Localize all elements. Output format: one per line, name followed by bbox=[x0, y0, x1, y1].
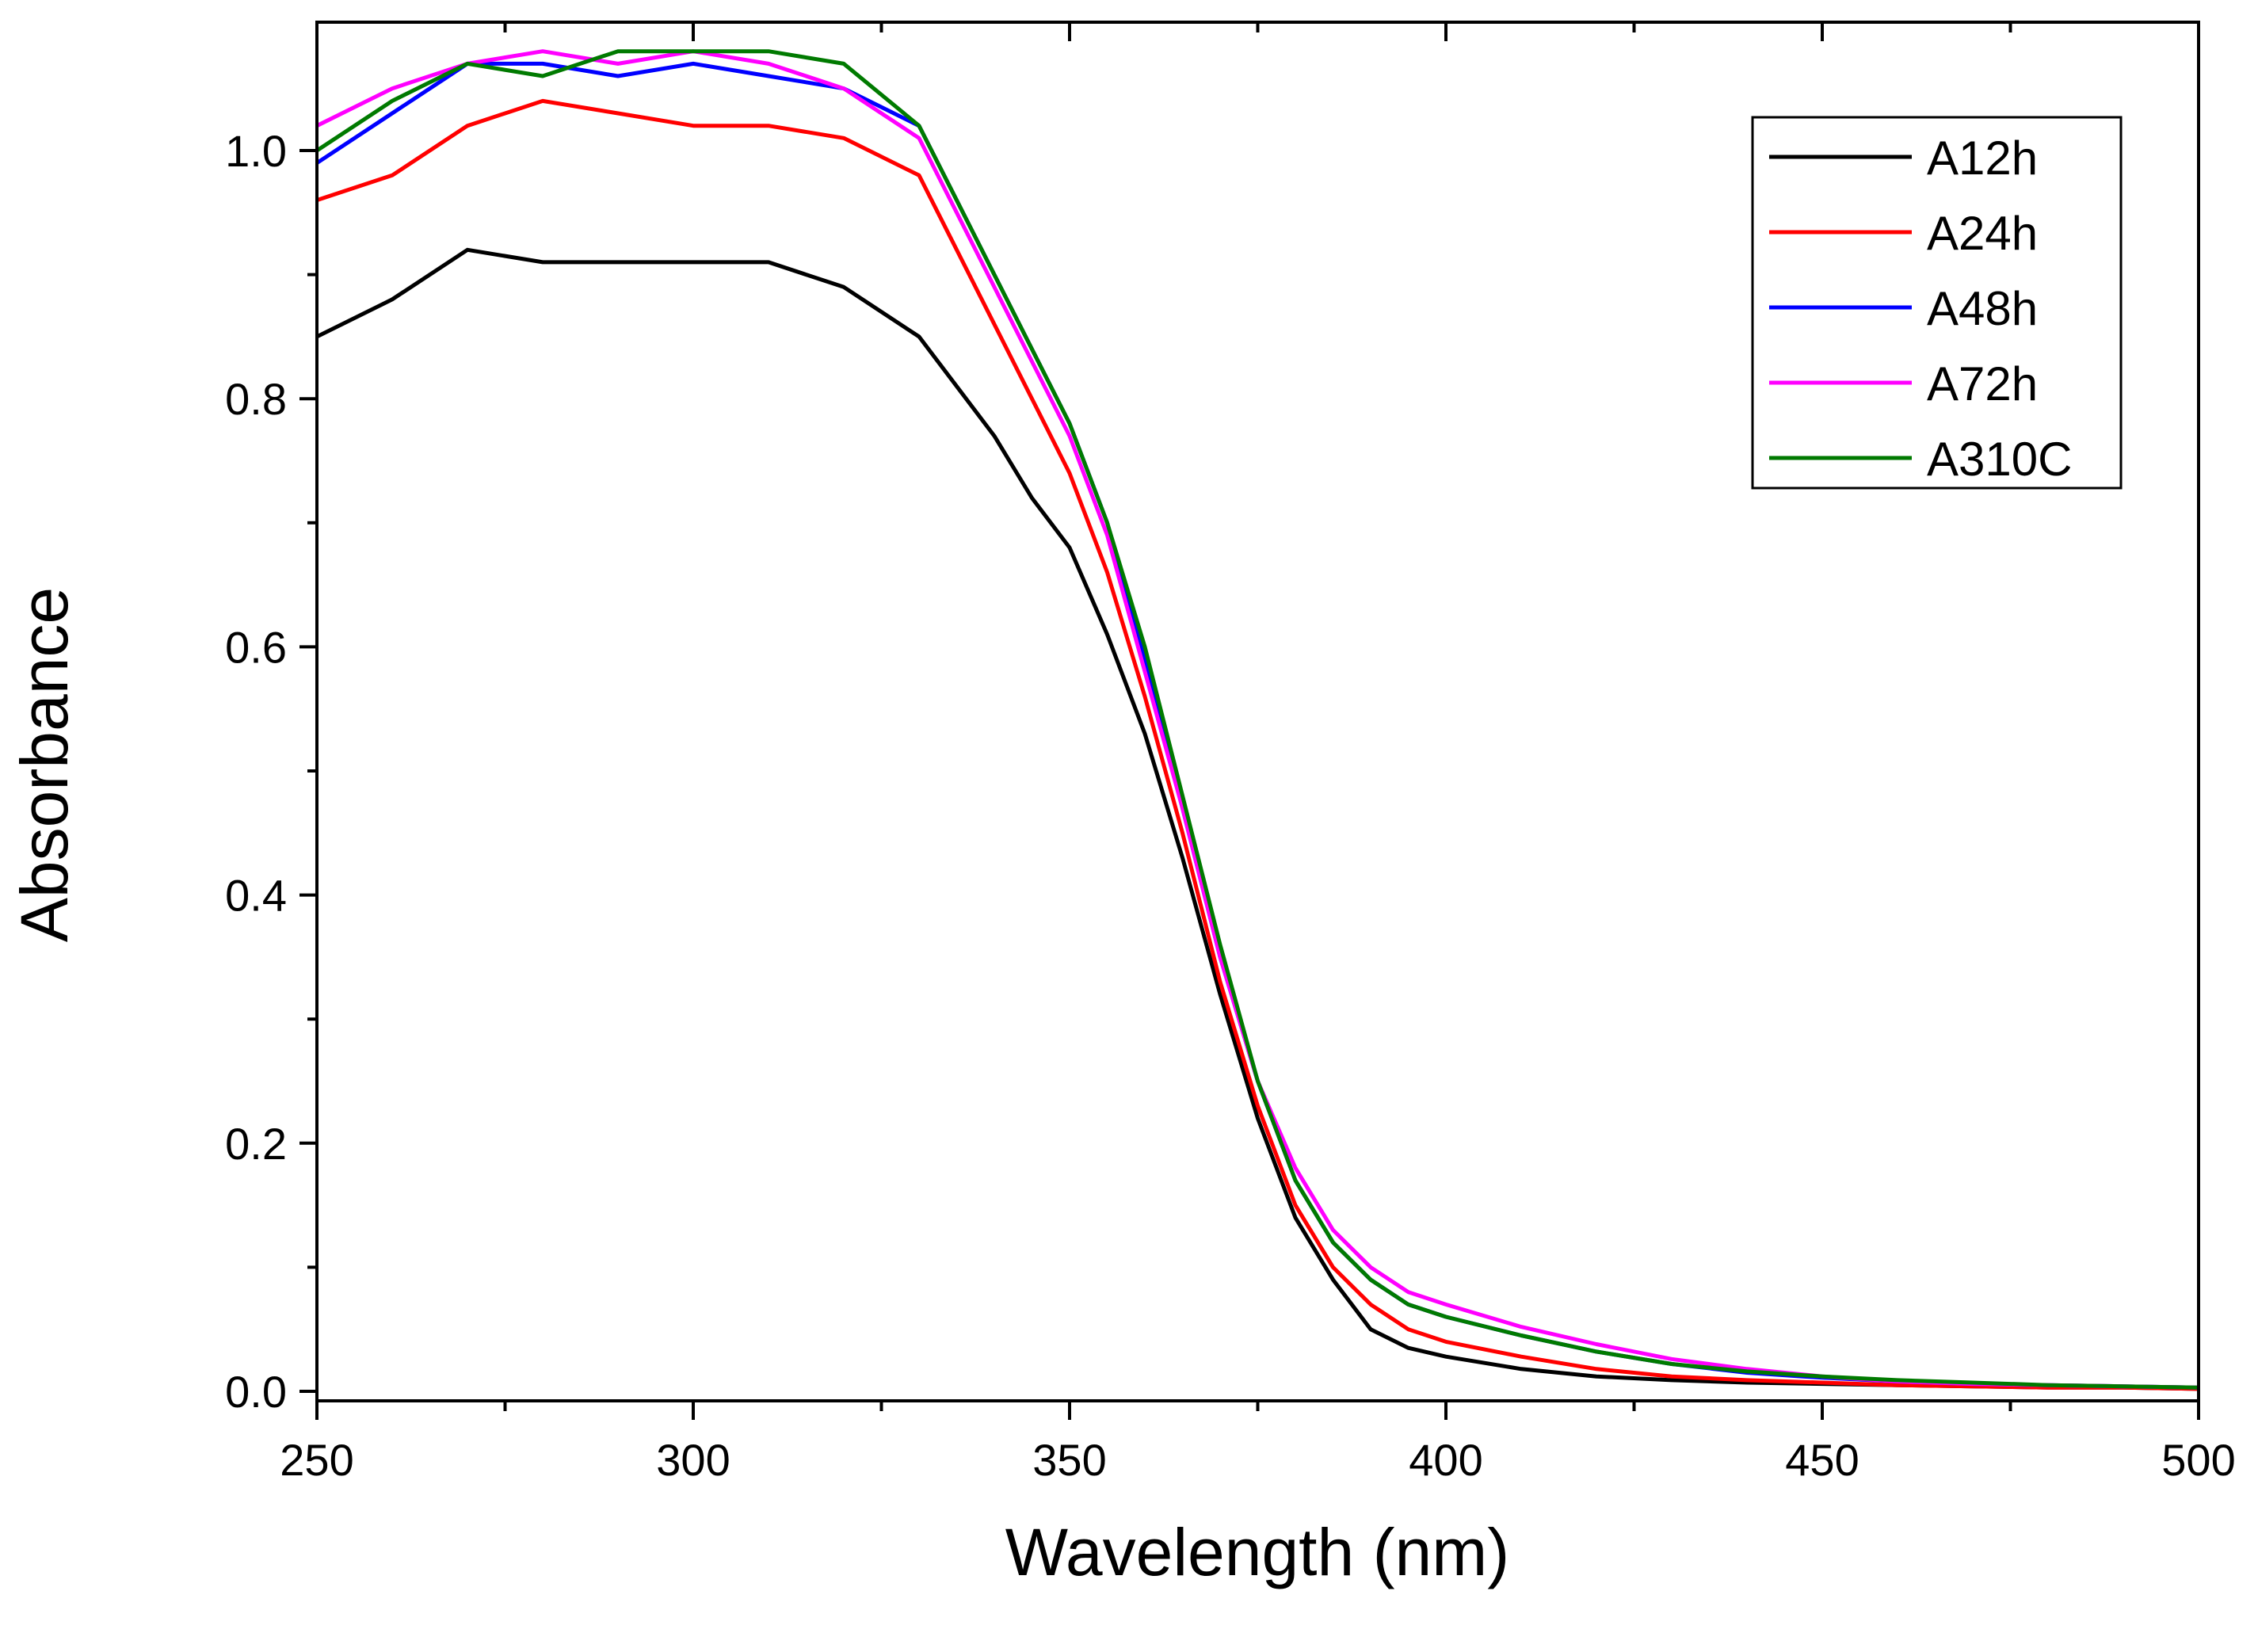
x-tick-label: 450 bbox=[1785, 1435, 1859, 1485]
y-axis-ticks: 0.0 0.2 0.4 0.6 0.8 1.0 bbox=[225, 126, 317, 1417]
y-tick-label: 0.8 bbox=[225, 374, 287, 424]
series-line-a310c bbox=[317, 49, 2199, 1390]
x-tick-label: 500 bbox=[2161, 1435, 2235, 1485]
y-tick-label: 0.4 bbox=[225, 871, 287, 921]
legend-label-a72h: A72h bbox=[1927, 357, 2038, 410]
series-layer bbox=[317, 49, 2199, 1391]
x-axis-title: Wavelength (nm) bbox=[1005, 1515, 1509, 1589]
legend-label-a24h: A24h bbox=[1927, 207, 2038, 260]
x-tick-label: 300 bbox=[656, 1435, 730, 1485]
y-axis-title: Absorbance bbox=[7, 587, 82, 942]
legend: A12h A24h A48h A72h A310C bbox=[1751, 116, 2123, 490]
legend-label-a310c: A310C bbox=[1927, 433, 2072, 486]
legend-label-a12h: A12h bbox=[1927, 132, 2038, 185]
legend-box bbox=[1751, 116, 2123, 490]
x-tick-label: 250 bbox=[280, 1435, 353, 1485]
legend-label-a48h: A48h bbox=[1927, 282, 2038, 335]
x-tick-label: 400 bbox=[1409, 1435, 1482, 1485]
series-line-a24h bbox=[317, 98, 2199, 1391]
y-tick-label: 0.0 bbox=[225, 1367, 287, 1417]
y-tick-label: 0.6 bbox=[225, 622, 287, 672]
y-tick-label: 1.0 bbox=[225, 126, 287, 176]
x-axis-ticks: 250 300 350 400 450 500 bbox=[280, 22, 2236, 1485]
x-tick-label: 350 bbox=[1032, 1435, 1106, 1485]
y-tick-label: 0.2 bbox=[225, 1119, 287, 1169]
